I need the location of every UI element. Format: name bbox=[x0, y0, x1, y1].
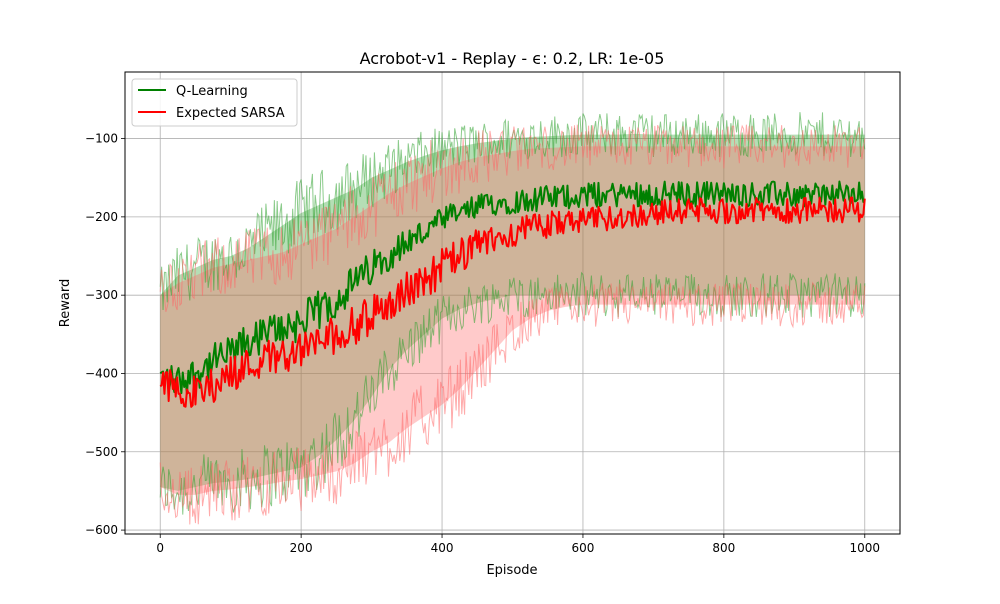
y-axis-title: Reward bbox=[58, 279, 73, 327]
x-tick-label: 0 bbox=[156, 541, 164, 555]
x-tick-label: 600 bbox=[572, 541, 595, 555]
y-tick-label: −500 bbox=[85, 445, 118, 459]
y-tick-label: −200 bbox=[85, 210, 118, 224]
x-tick-label: 400 bbox=[431, 541, 454, 555]
y-tick-label: −300 bbox=[85, 288, 118, 302]
legend-label-q-learning: Q-Learning bbox=[176, 84, 248, 99]
legend: Q-Learning Expected SARSA bbox=[131, 78, 298, 127]
lower-noise-expected-sarsa bbox=[159, 281, 866, 525]
mean-line-expected-sarsa bbox=[159, 196, 866, 408]
mean-lines bbox=[159, 180, 866, 408]
y-tick-label: −400 bbox=[85, 366, 118, 380]
x-tick-label: 1000 bbox=[849, 541, 880, 555]
chart-title: Acrobot-v1 - Replay - ϵ: 0.2, LR: 1e-05 bbox=[360, 49, 665, 68]
lower-noise-q-learning bbox=[159, 271, 866, 515]
y-tick-label: −100 bbox=[85, 132, 118, 146]
upper-noise-expected-sarsa bbox=[159, 124, 866, 313]
legend-label-expected-sarsa: Expected SARSA bbox=[176, 106, 285, 121]
x-tick-label: 800 bbox=[712, 541, 735, 555]
y-tick-label: −600 bbox=[85, 523, 118, 537]
x-tick-label: 200 bbox=[290, 541, 313, 555]
x-axis-title: Episode bbox=[486, 563, 537, 578]
plot-frame bbox=[124, 71, 901, 535]
episode-noise-lines bbox=[159, 112, 866, 525]
axis-ticks: 0 200 400 600 800 1000 −600 −500 −400 −300 −200 −10… bbox=[85, 132, 880, 555]
legend-box bbox=[131, 78, 298, 127]
